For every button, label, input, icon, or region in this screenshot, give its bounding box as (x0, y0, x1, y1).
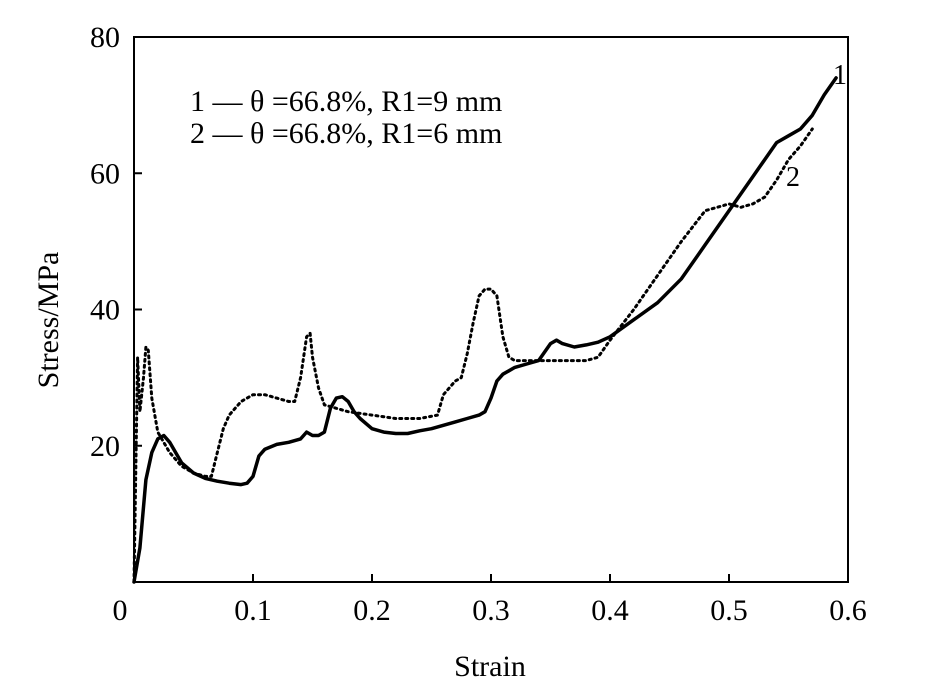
y-axis-title: Stress/MPa (32, 252, 65, 389)
series-layer (132, 76, 838, 584)
x-tick-labels: 0.1 0.2 0.3 0.4 0.5 0.6 (234, 594, 867, 627)
x-tick-label: 0.1 (234, 594, 272, 627)
x-axis-title: Strain (454, 650, 526, 683)
y-tick-label: 60 (90, 157, 120, 190)
legend: 1 — θ =66.8%, R1=9 mm 2 — θ =66.8%, R1=6… (190, 85, 502, 150)
origin-tick-label: 0 (113, 594, 128, 627)
x-tick-label: 0.2 (353, 594, 391, 627)
x-tick-label: 0.3 (472, 594, 510, 627)
curve-label-1: 1 (833, 60, 847, 91)
curve-label-2: 2 (786, 162, 800, 193)
y-tick-label: 80 (90, 21, 120, 54)
series-1-line (132, 76, 838, 584)
x-axis-ticks (252, 574, 849, 582)
y-tick-labels: 20 40 60 80 (90, 21, 120, 463)
x-tick-label: 0.5 (710, 594, 748, 627)
legend-entry-2: 2 — θ =66.8%, R1=6 mm (190, 117, 502, 150)
y-tick-label: 20 (90, 430, 120, 463)
series-2-line (132, 127, 814, 584)
x-tick-label: 0.6 (829, 594, 867, 627)
y-axis-ticks (134, 36, 142, 447)
y-tick-label: 40 (90, 294, 120, 327)
legend-entry-1: 1 — θ =66.8%, R1=9 mm (190, 85, 502, 118)
x-tick-label: 0.4 (591, 594, 629, 627)
